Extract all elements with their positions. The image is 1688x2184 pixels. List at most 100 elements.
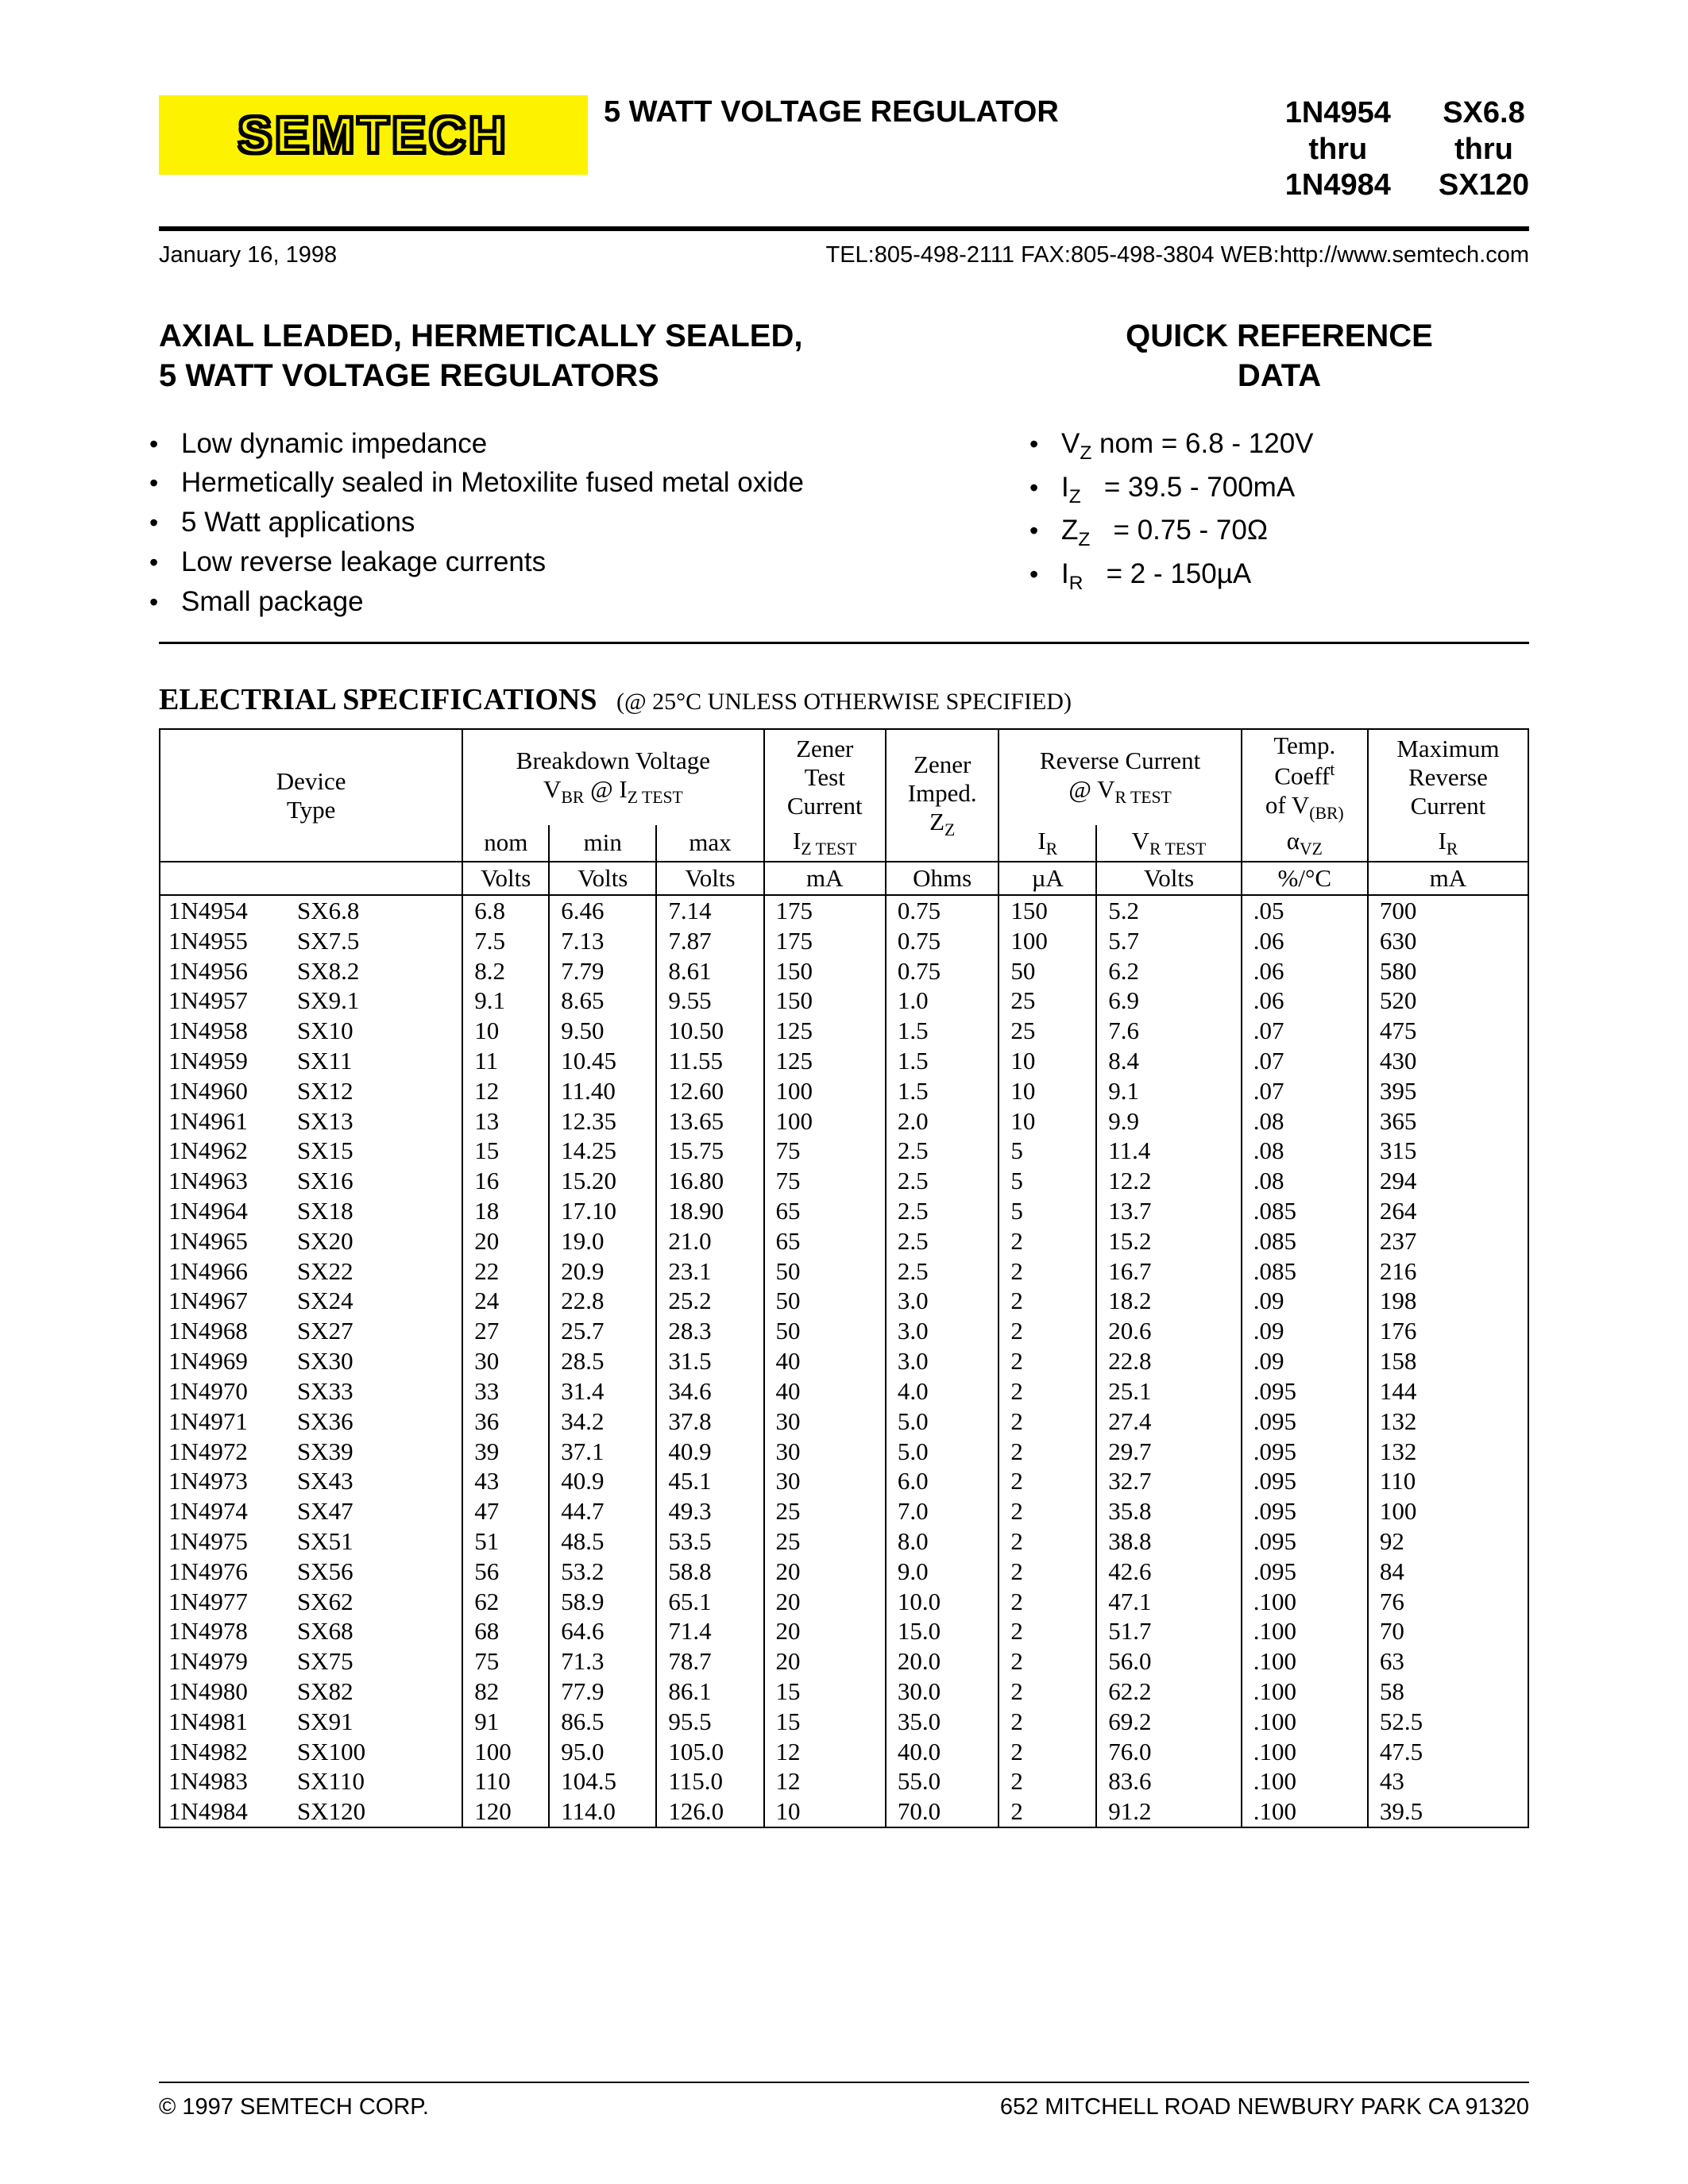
cell: 430 bbox=[1368, 1046, 1528, 1076]
cell: 76 bbox=[1368, 1587, 1528, 1617]
cell: 47.1 bbox=[1096, 1587, 1241, 1617]
cell-device: 1N4954SX6.8 bbox=[160, 895, 462, 926]
cell: 69.2 bbox=[1096, 1707, 1241, 1737]
cell: 56 bbox=[462, 1557, 549, 1587]
cell: 176 bbox=[1368, 1316, 1528, 1346]
features-heading-l2: 5 WATT VOLTAGE REGULATORS bbox=[159, 358, 659, 393]
cell: 100 bbox=[764, 1106, 886, 1136]
cell: 120 bbox=[462, 1796, 549, 1827]
cell: 16.80 bbox=[656, 1166, 763, 1196]
cell: 2 bbox=[999, 1526, 1096, 1557]
cell: 2 bbox=[999, 1587, 1096, 1617]
cell: 700 bbox=[1368, 895, 1528, 926]
cell: 5 bbox=[999, 1166, 1096, 1196]
cell: 62 bbox=[462, 1587, 549, 1617]
unit-7: Volts bbox=[1096, 862, 1241, 895]
cell: 9.55 bbox=[656, 986, 763, 1016]
section-rule bbox=[159, 642, 1529, 644]
cell: 29.7 bbox=[1096, 1437, 1241, 1467]
cell: .08 bbox=[1242, 1106, 1368, 1136]
table-row: 1N4964SX181817.1018.90652.5513.7.085264 bbox=[160, 1196, 1528, 1226]
cell: 115.0 bbox=[656, 1766, 763, 1796]
cell: 30 bbox=[462, 1346, 549, 1376]
cell: 71.3 bbox=[549, 1646, 656, 1677]
cell: 12.60 bbox=[656, 1076, 763, 1106]
cell: .09 bbox=[1242, 1286, 1368, 1316]
hdr-zener-imp: ZenerImped.ZZ bbox=[886, 729, 999, 862]
cell: 40 bbox=[764, 1346, 886, 1376]
table-row: 1N4979SX757571.378.72020.0256.0.10063 bbox=[160, 1646, 1528, 1677]
cell: 36 bbox=[462, 1406, 549, 1437]
cell: 20 bbox=[462, 1226, 549, 1256]
cell: 9.1 bbox=[462, 986, 549, 1016]
unit-6: µA bbox=[999, 862, 1096, 895]
cell: 12 bbox=[764, 1766, 886, 1796]
cell: 110 bbox=[1368, 1466, 1528, 1496]
units-row: Volts Volts Volts mA Ohms µA Volts %/°C … bbox=[160, 862, 1528, 895]
cell: .095 bbox=[1242, 1496, 1368, 1526]
cell: .095 bbox=[1242, 1437, 1368, 1467]
cell: 22.8 bbox=[1096, 1346, 1241, 1376]
cell: 114.0 bbox=[549, 1796, 656, 1827]
cell: 10.0 bbox=[886, 1587, 999, 1617]
part2-top: SX6.8 bbox=[1439, 95, 1529, 132]
cell: 158 bbox=[1368, 1346, 1528, 1376]
cell-device: 1N4979SX75 bbox=[160, 1646, 462, 1677]
cell: .07 bbox=[1242, 1046, 1368, 1076]
cell: 2.5 bbox=[886, 1166, 999, 1196]
cell: .100 bbox=[1242, 1737, 1368, 1767]
cell: 2 bbox=[999, 1737, 1096, 1767]
cell: .05 bbox=[1242, 895, 1368, 926]
contact-info: TEL:805-498-2111 FAX:805-498-3804 WEB:ht… bbox=[826, 242, 1530, 268]
cell-device: 1N4960SX12 bbox=[160, 1076, 462, 1106]
cell-device: 1N4984SX120 bbox=[160, 1796, 462, 1827]
cell: 12.35 bbox=[549, 1106, 656, 1136]
address: 652 MITCHELL ROAD NEWBURY PARK CA 91320 bbox=[1000, 2094, 1529, 2120]
table-row: 1N4967SX242422.825.2503.0218.2.09198 bbox=[160, 1286, 1528, 1316]
cell: 92 bbox=[1368, 1526, 1528, 1557]
cell-device: 1N4966SX22 bbox=[160, 1256, 462, 1287]
cell: 15.0 bbox=[886, 1616, 999, 1646]
cell: 25 bbox=[999, 1016, 1096, 1046]
cell: 75 bbox=[764, 1166, 886, 1196]
cell: 49.3 bbox=[656, 1496, 763, 1526]
cell: 40 bbox=[764, 1376, 886, 1406]
cell: 52.5 bbox=[1368, 1707, 1528, 1737]
cell: 1.5 bbox=[886, 1016, 999, 1046]
cell: 1.0 bbox=[886, 986, 999, 1016]
cell: 30 bbox=[764, 1466, 886, 1496]
cell: 7.87 bbox=[656, 926, 763, 956]
cell: 2.5 bbox=[886, 1226, 999, 1256]
table-row: 1N4959SX111110.4511.551251.5108.4.07430 bbox=[160, 1046, 1528, 1076]
cell: 18.90 bbox=[656, 1196, 763, 1226]
cell: 7.13 bbox=[549, 926, 656, 956]
title-block: 5 WATT VOLTAGE REGULATOR 1N4954 thru 1N4… bbox=[604, 95, 1529, 204]
cell: 15 bbox=[764, 1677, 886, 1707]
cell: 71.4 bbox=[656, 1616, 763, 1646]
cell: 2 bbox=[999, 1766, 1096, 1796]
cell: .06 bbox=[1242, 986, 1368, 1016]
header: SEMTECH 5 WATT VOLTAGE REGULATOR 1N4954 … bbox=[159, 95, 1529, 204]
cell-device: 1N4959SX11 bbox=[160, 1046, 462, 1076]
contact-row: January 16, 1998 TEL:805-498-2111 FAX:80… bbox=[159, 242, 1529, 268]
table-row: 1N4975SX515148.553.5258.0238.8.09592 bbox=[160, 1526, 1528, 1557]
cell: 64.6 bbox=[549, 1616, 656, 1646]
cell: 18 bbox=[462, 1196, 549, 1226]
sub-iztest: IZ TEST bbox=[764, 825, 886, 862]
features-heading: AXIAL LEADED, HERMETICALLY SEALED, 5 WAT… bbox=[159, 316, 982, 396]
table-row: 1N4963SX161615.2016.80752.5512.2.08294 bbox=[160, 1166, 1528, 1196]
cell: 3.0 bbox=[886, 1316, 999, 1346]
footer-rule bbox=[159, 2082, 1529, 2083]
table-row: 1N4971SX363634.237.8305.0227.4.095132 bbox=[160, 1406, 1528, 1437]
cell: 6.46 bbox=[549, 895, 656, 926]
unit-8: %/°C bbox=[1242, 862, 1368, 895]
cell-device: 1N4972SX39 bbox=[160, 1437, 462, 1467]
cell: 40.9 bbox=[549, 1466, 656, 1496]
cell: 75 bbox=[764, 1136, 886, 1166]
table-row: 1N4962SX151514.2515.75752.5511.4.08315 bbox=[160, 1136, 1528, 1166]
cell: .07 bbox=[1242, 1016, 1368, 1046]
cell: .100 bbox=[1242, 1707, 1368, 1737]
quick-item: IZ = 39.5 - 700mA bbox=[1061, 468, 1529, 511]
cell: 2 bbox=[999, 1466, 1096, 1496]
cell: 37.1 bbox=[549, 1437, 656, 1467]
